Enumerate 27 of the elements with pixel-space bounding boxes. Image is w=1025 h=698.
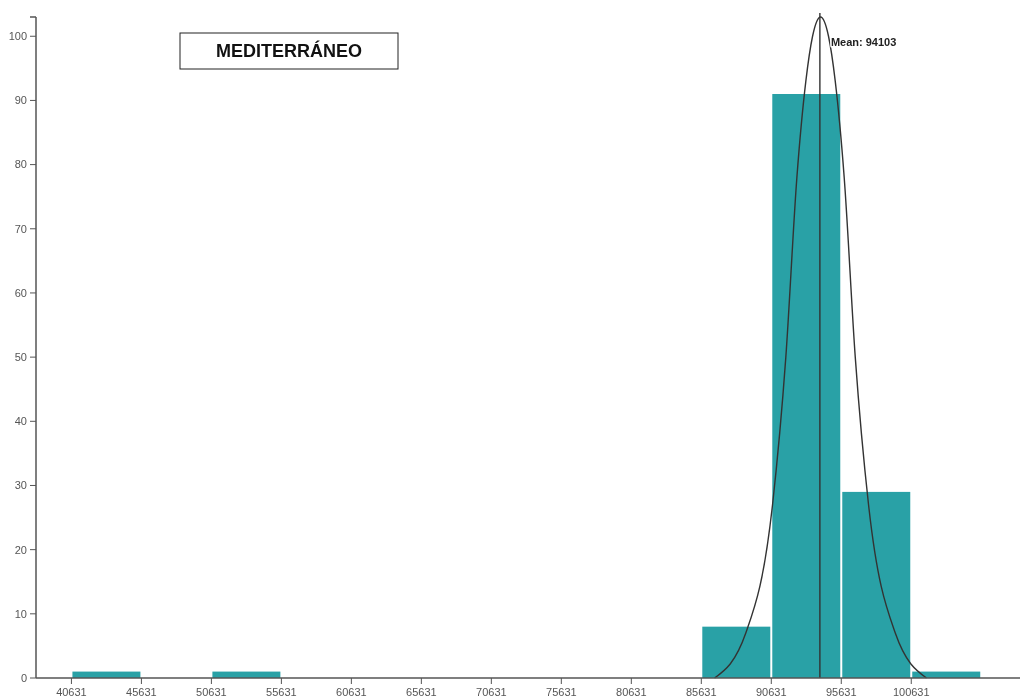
x-tick-label: 50631 [196,686,227,698]
x-tick-label: 40631 [56,686,87,698]
x-tick-label: 85631 [686,686,717,698]
y-tick-label: 80 [14,158,27,171]
x-tick-label: 60631 [336,686,367,698]
x-tick-label: 100631 [892,686,930,698]
y-tick-label: 60 [14,286,27,299]
text: MEDITERRÁNEO [215,40,363,61]
y-tick-label: 50 [14,350,27,363]
y-tick-label: 0 [20,671,27,684]
y-tick-label: 20 [14,543,27,556]
x-tick-label: 45631 [126,686,157,698]
line-series [713,16,928,679]
x-tick-label: 80631 [616,686,647,698]
x-tick-label: 90631 [755,686,787,698]
y-tick-label: 10 [14,607,27,620]
y-tick-label: 100 [8,30,27,43]
x-tick-label: 65631 [406,686,437,698]
x-tick-label: 75631 [546,686,577,698]
y-tick-label: 90 [14,94,27,107]
x-tick-label: 95631 [825,686,857,698]
y-tick-label: 70 [14,222,27,235]
x-tick-label: 70631 [476,686,507,698]
ref-line-label: Mean: 94103 [830,36,897,48]
y-tick-label: 30 [14,479,27,492]
x-tick-label: 55631 [266,686,297,698]
y-tick-label: 40 [14,415,27,428]
